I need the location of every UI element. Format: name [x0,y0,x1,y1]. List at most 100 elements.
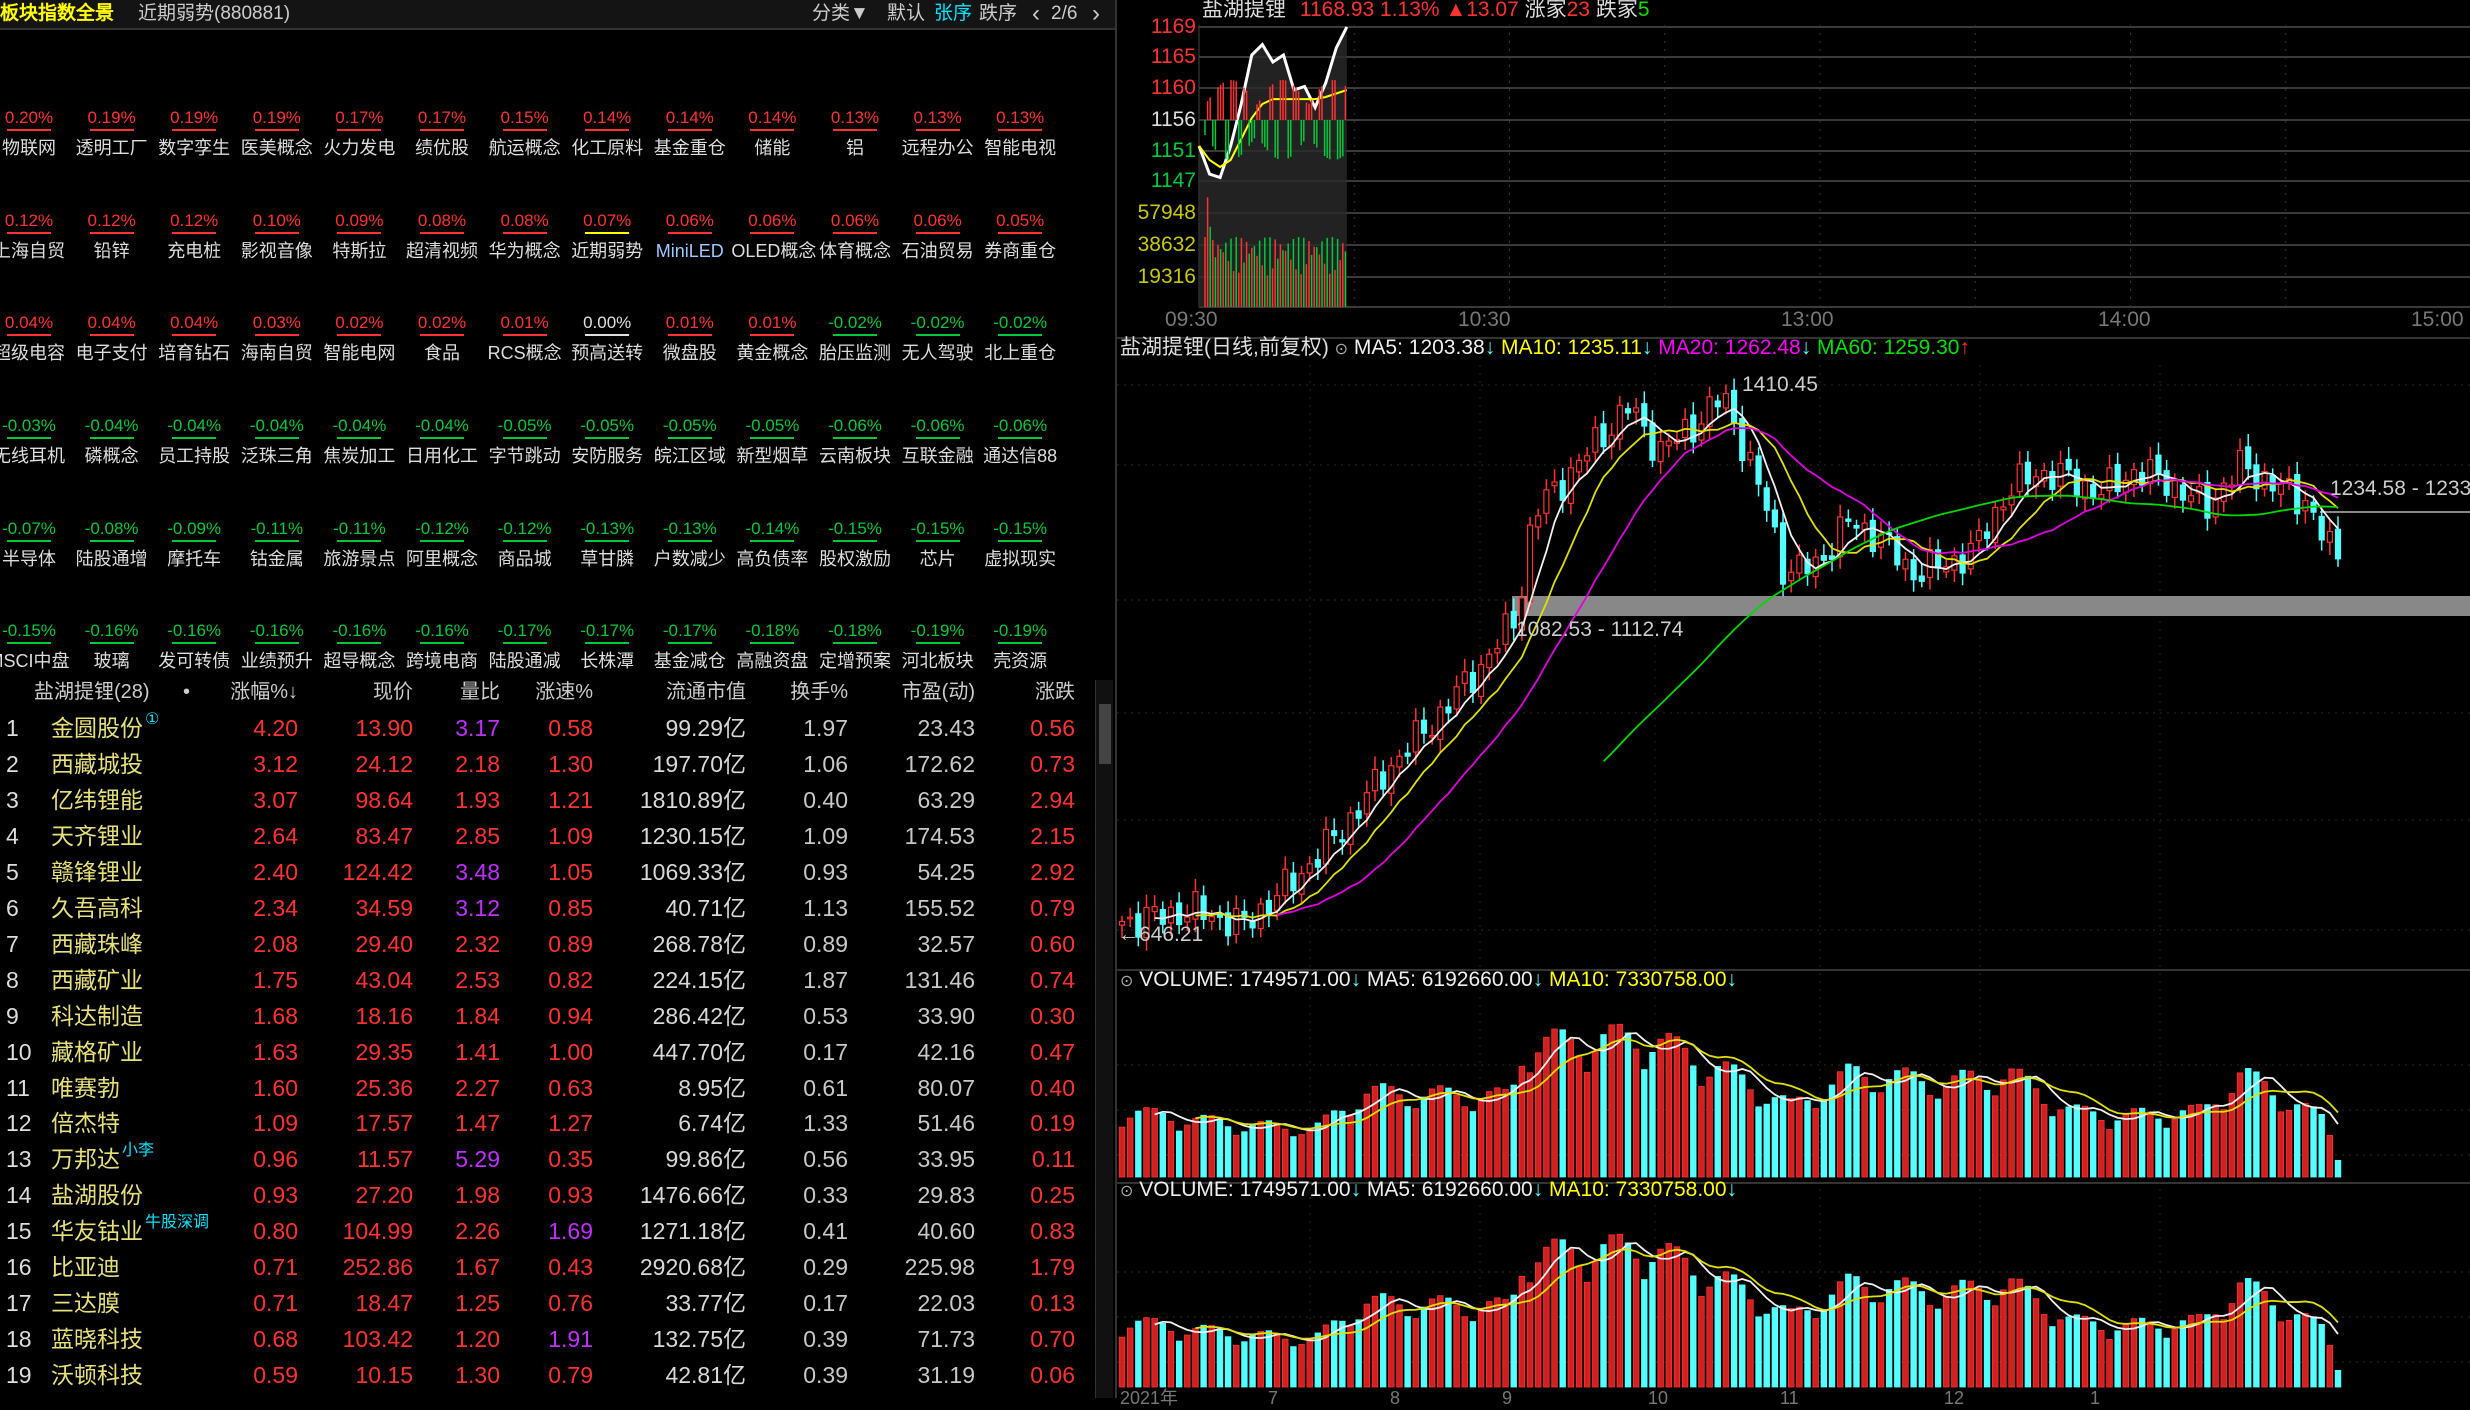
sector-cell[interactable]: -0.04% 日用化工 [401,416,483,467]
sector-cell[interactable]: -0.12% 商品城 [484,519,566,570]
table-row[interactable]: 4 天齐锂业 2.64 83.47 2.85 1.09 1230.15亿 1.09 174.53… [0,818,1095,854]
sector-cell[interactable]: -0.16% 玻璃 [71,621,153,672]
sector-cell[interactable]: -0.15% 芯片 [897,519,979,570]
table-row[interactable]: 13 万邦达 小李 0.96 11.57 5.29 0.35 99.86亿 0.56 33.95 0… [0,1141,1095,1177]
table-row[interactable]: 14 盐湖股份 0.93 27.20 1.98 0.93 1476.66亿 0.33 29.83… [0,1177,1095,1213]
table-row[interactable]: 16 比亚迪 0.71 252.86 1.67 0.43 2920.68亿 0.29 225.9… [0,1249,1095,1285]
sector-cell[interactable]: -0.05% 字节跳动 [484,416,566,467]
sector-cell[interactable]: -0.07% 半导体 [0,519,70,570]
next-page-icon[interactable]: › [1092,0,1100,27]
stock-name[interactable]: 唯赛勃 [51,1070,120,1106]
stock-name[interactable]: 久吾高科 [51,890,143,926]
collapse-icon[interactable]: ⊙ [1120,973,1134,990]
sector-cell[interactable]: 0.05% 券商重仓 [979,211,1061,262]
stock-name[interactable]: 盐湖股份 [51,1177,143,1213]
sector-cell[interactable]: 0.10% 影视音像 [236,211,318,262]
sector-cell[interactable]: 0.06% 石油贸易 [897,211,979,262]
table-row[interactable]: 18 蓝晓科技 0.68 103.42 1.20 1.91 132.75亿 0.39 71.73… [0,1321,1095,1357]
table-row[interactable]: 3 亿纬锂能 3.07 98.64 1.93 1.21 1810.89亿 0.40 63.29 2… [0,782,1095,818]
sector-cell[interactable]: 0.01% 黄金概念 [731,313,813,364]
header-volume-ratio[interactable]: 量比 [460,681,500,703]
sector-cell[interactable]: 0.19% 医美概念 [236,108,318,159]
sector-cell[interactable]: 0.12% 上海自贸 [0,211,70,262]
sector-cell[interactable]: -0.18% 定增预案 [814,621,896,672]
sector-cell[interactable]: 0.06% OLED概念 [731,211,816,262]
sector-cell[interactable]: 0.06% MiniLED [649,211,731,262]
table-row[interactable]: 5 赣锋锂业 2.40 124.42 3.48 1.05 1069.33亿 0.93 54.25… [0,854,1095,890]
sector-cell[interactable]: -0.16% 跨境电商 [401,621,483,672]
table-row[interactable]: 10 藏格矿业 1.63 29.35 1.41 1.00 447.70亿 0.17 42.16 0… [0,1034,1095,1070]
sector-cell[interactable]: -0.05% 安防服务 [566,416,648,467]
sector-cell[interactable]: -0.16% 业绩预升 [236,621,318,672]
sector-cell[interactable]: 0.09% 特斯拉 [318,211,400,262]
sector-cell[interactable]: -0.04% 磷概念 [71,416,153,467]
table-scrollbar[interactable] [1095,680,1113,1398]
sector-cell[interactable]: 0.04% 培育钻石 [153,313,235,364]
prev-page-icon[interactable]: ‹ [1032,0,1040,27]
sector-cell[interactable]: 0.17% 绩优股 [401,108,483,159]
sector-cell[interactable]: -0.13% 草甘膦 [566,519,648,570]
stock-name[interactable]: 万邦达 小李 [51,1141,154,1177]
sector-cell[interactable]: 0.08% 华为概念 [484,211,566,262]
stock-name[interactable]: 华友钴业 牛股深调 [51,1213,209,1249]
sector-cell[interactable]: -0.16% 超导概念 [318,621,400,672]
sector-cell[interactable]: 0.04% 电子支付 [71,313,153,364]
header-price[interactable]: 现价 [373,681,413,703]
sector-cell[interactable]: -0.02% 无人驾驶 [897,313,979,364]
sector-cell[interactable]: -0.15% 股权激励 [814,519,896,570]
table-row[interactable]: 11 唯赛勃 1.60 25.36 2.27 0.63 8.95亿 0.61 80.07 0.40 [0,1070,1095,1106]
header-pe[interactable]: 市盈(动) [901,681,975,703]
sector-cell[interactable]: 0.13% 远程办公 [897,108,979,159]
collapse-icon[interactable]: ⊙ [1334,341,1349,358]
sector-cell[interactable]: 0.19% 数字孪生 [153,108,235,159]
stock-name[interactable]: 沃顿科技 [51,1357,143,1393]
header-change-pct[interactable]: 涨幅%↓ [230,677,298,707]
sector-cell[interactable]: -0.02% 胎压监测 [814,313,896,364]
scrollbar-thumb[interactable] [1099,704,1111,764]
table-row[interactable]: 8 西藏矿业 1.75 43.04 2.53 0.82 224.15亿 1.87 131.46 0… [0,962,1095,998]
sector-cell[interactable]: -0.17% 基金减仓 [649,621,731,672]
sector-cell[interactable]: 0.07% 近期弱势 [566,211,648,262]
sector-cell[interactable]: -0.17% 长株潭 [566,621,648,672]
table-row[interactable]: 1 金圆股份 ① 4.20 13.90 3.17 0.58 99.29亿 1.97 23.43 0.… [0,710,1095,746]
sector-cell[interactable]: 0.06% 体育概念 [814,211,896,262]
table-row[interactable]: 19 沃顿科技 0.59 10.15 1.30 0.79 42.81亿 0.39 31.19 0.… [0,1357,1095,1393]
current-block[interactable]: 近期弱势(880881) [138,3,291,24]
rise-sort-button[interactable]: 张序 [934,3,973,24]
table-row[interactable]: 6 久吾高科 2.34 34.59 3.12 0.85 40.71亿 1.13 155.52 0.… [0,890,1095,926]
sector-cell[interactable]: -0.11% 旅游景点 [318,519,400,570]
stock-name[interactable]: 蓝晓科技 [51,1321,143,1357]
sector-cell[interactable]: 0.02% 智能电网 [318,313,400,364]
sector-cell[interactable]: -0.03% 无线耳机 [0,416,70,467]
sector-cell[interactable]: -0.04% 员工持股 [153,416,235,467]
sector-cell[interactable]: 0.14% 基金重仓 [649,108,731,159]
sector-cell[interactable]: -0.05% 皖江区域 [649,416,731,467]
sector-cell[interactable]: 0.08% 超清视频 [401,211,483,262]
sector-cell[interactable]: -0.17% 陆股通减 [484,621,566,672]
sector-cell[interactable]: 0.01% RCS概念 [484,313,566,364]
collapse-icon[interactable]: ⊙ [1120,1183,1134,1200]
table-row[interactable]: 9 科达制造 1.68 18.16 1.84 0.94 286.42亿 0.53 33.90 0.… [0,998,1095,1034]
sector-cell[interactable]: -0.16% 发可转债 [153,621,235,672]
sector-cell[interactable]: -0.08% 陆股通增 [71,519,153,570]
stock-name[interactable]: 金圆股份 ① [51,710,159,746]
sector-cell[interactable]: 0.14% 储能 [731,108,813,159]
sector-cell[interactable]: 0.20% 物联网 [0,108,70,159]
sector-cell[interactable]: 0.14% 化工原料 [566,108,648,159]
sector-cell[interactable]: -0.11% 钴金属 [236,519,318,570]
header-market-cap[interactable]: 流通市值 [666,681,746,703]
sector-cell[interactable]: 0.19% 透明工厂 [71,108,153,159]
table-row[interactable]: 12 倍杰特 1.09 17.57 1.47 1.27 6.74亿 1.33 51.46 0.19 [0,1105,1095,1141]
sector-cell[interactable]: 0.17% 火力发电 [318,108,400,159]
sector-cell[interactable]: -0.06% 云南板块 [814,416,896,467]
stock-name[interactable]: 比亚迪 [51,1249,120,1285]
table-row[interactable]: 17 三达膜 0.71 18.47 1.25 0.76 33.77亿 0.17 22.03 0.1… [0,1285,1095,1321]
stock-name[interactable]: 西藏矿业 [51,962,143,998]
sector-cell[interactable]: 0.01% 微盘股 [649,313,731,364]
stock-name[interactable]: 赣锋锂业 [51,854,143,890]
sector-cell[interactable]: -0.15% MSCI中盘 [0,621,70,672]
header-turnover[interactable]: 换手% [790,681,848,703]
stock-name[interactable]: 西藏珠峰 [51,926,143,962]
sector-cell[interactable]: 0.00% 预高送转 [566,313,648,364]
